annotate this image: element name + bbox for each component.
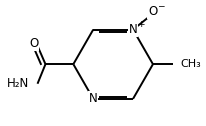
Text: N: N: [89, 92, 98, 105]
Text: N: N: [129, 23, 137, 36]
Text: O: O: [148, 5, 158, 18]
Text: H₂N: H₂N: [7, 77, 29, 90]
Text: O: O: [29, 37, 38, 50]
Text: −: −: [157, 1, 164, 10]
Text: CH₃: CH₃: [181, 59, 201, 69]
Text: +: +: [137, 20, 144, 29]
